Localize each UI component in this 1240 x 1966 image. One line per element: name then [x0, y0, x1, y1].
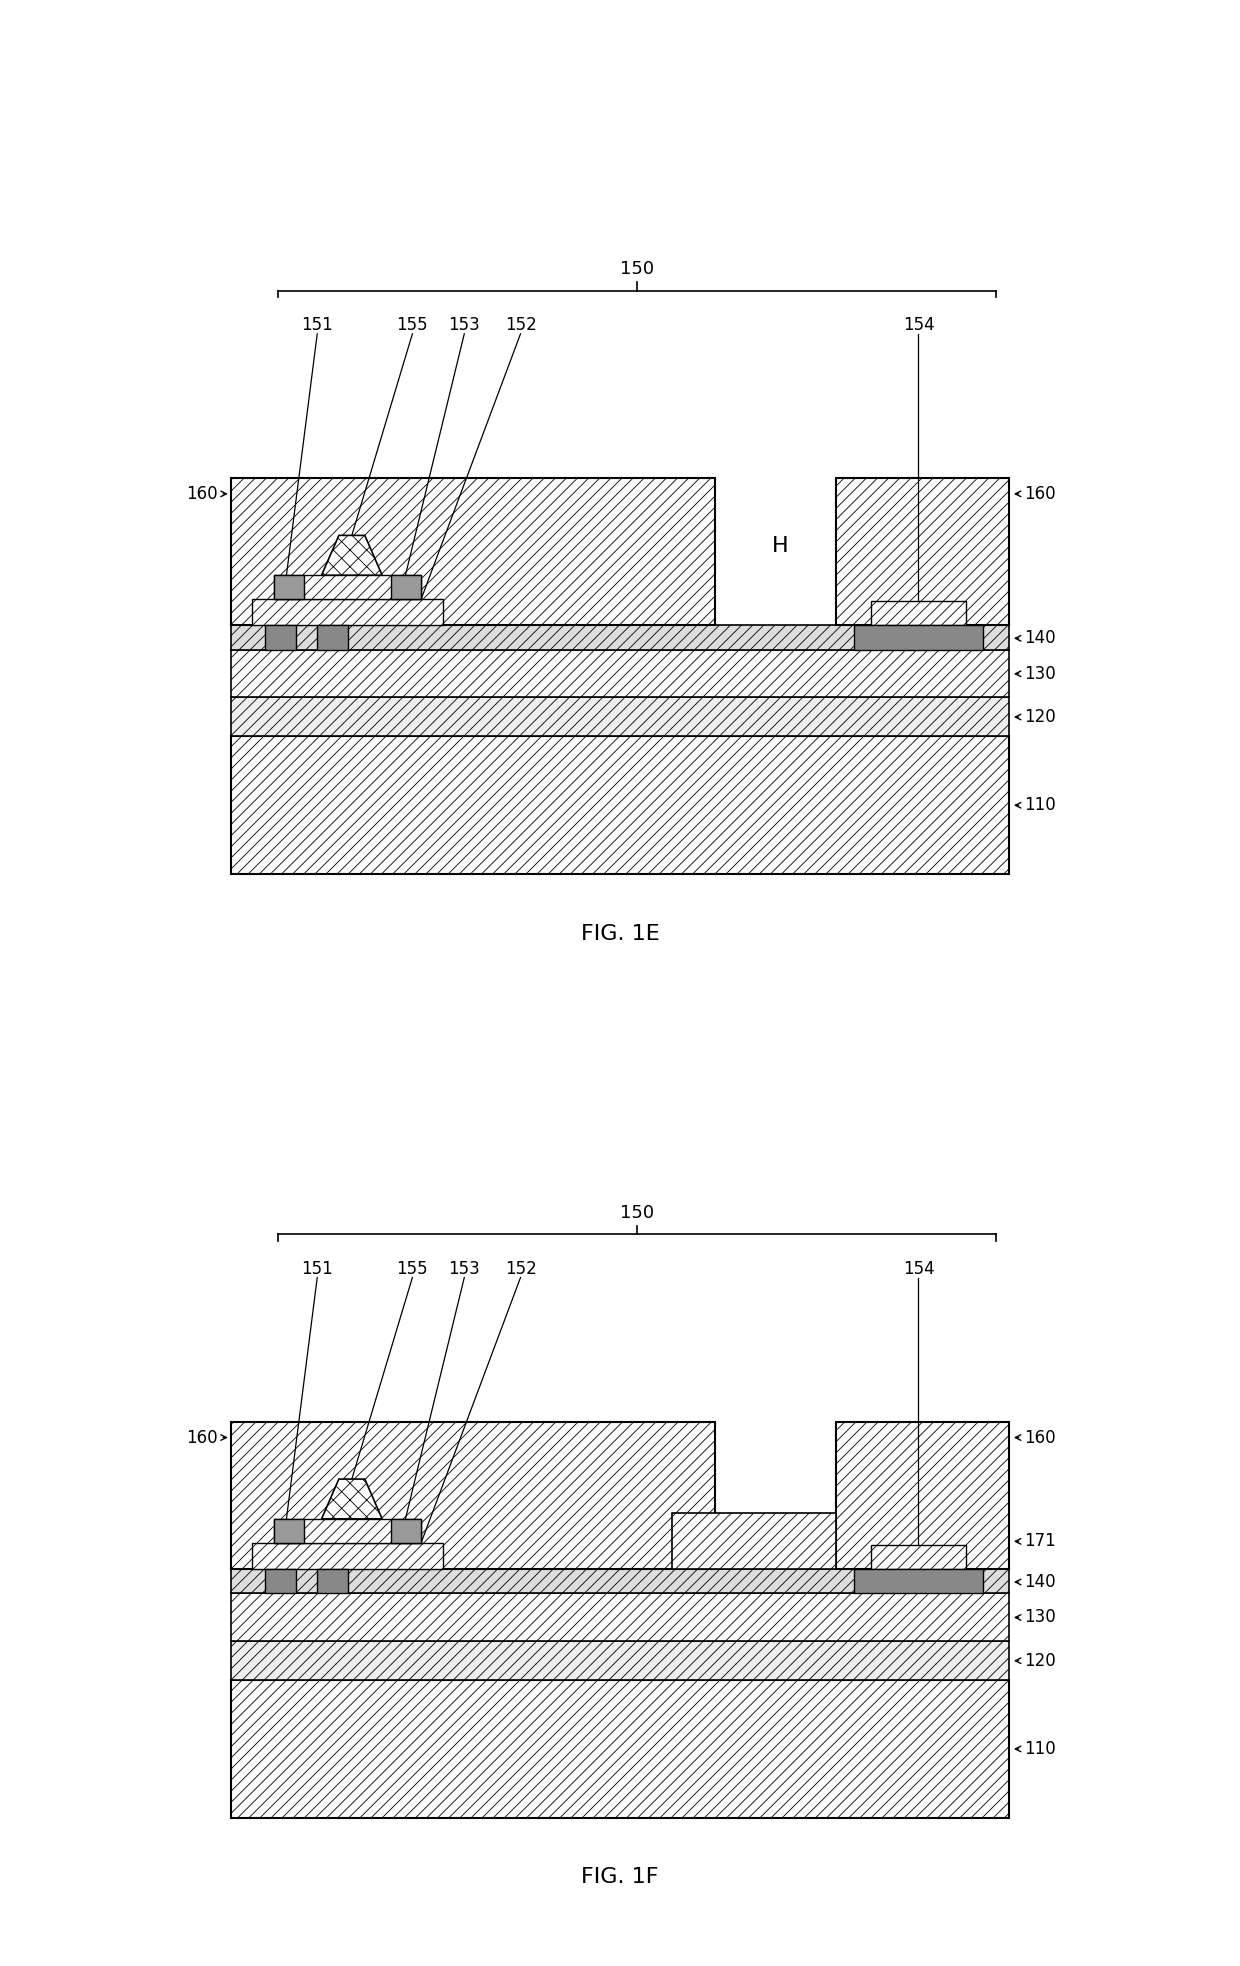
Text: 110: 110: [1024, 796, 1055, 814]
Text: 110: 110: [1024, 1740, 1055, 1758]
Text: 154: 154: [903, 1260, 934, 1278]
Bar: [274, 1520, 422, 1543]
Polygon shape: [321, 1478, 382, 1520]
Bar: [231, 1569, 1009, 1592]
Bar: [274, 576, 422, 600]
Bar: [836, 478, 1009, 625]
Text: 130: 130: [1024, 1608, 1055, 1626]
Text: 155: 155: [397, 1260, 428, 1278]
Bar: [870, 602, 966, 625]
Bar: [274, 1520, 304, 1543]
Bar: [317, 625, 347, 649]
Bar: [231, 1679, 1009, 1819]
Text: 154: 154: [903, 317, 934, 334]
Bar: [391, 576, 422, 600]
Text: 130: 130: [1024, 665, 1055, 682]
Bar: [231, 735, 1009, 875]
Bar: [274, 576, 304, 600]
Bar: [672, 1512, 836, 1569]
Text: 160: 160: [1024, 1429, 1055, 1447]
Text: 152: 152: [505, 317, 537, 334]
Text: 153: 153: [449, 1260, 480, 1278]
Bar: [836, 1421, 1009, 1569]
Bar: [231, 698, 1009, 735]
Text: 160: 160: [1024, 486, 1055, 503]
Bar: [231, 1421, 715, 1569]
Text: FIG. 1E: FIG. 1E: [580, 924, 660, 944]
Bar: [265, 1569, 295, 1592]
Text: 150: 150: [620, 1203, 655, 1223]
Text: 151: 151: [301, 317, 334, 334]
Text: 171: 171: [1024, 1532, 1055, 1551]
Bar: [391, 1520, 422, 1543]
Bar: [317, 1569, 347, 1592]
Bar: [253, 600, 443, 625]
Bar: [265, 625, 295, 649]
Text: H: H: [771, 537, 789, 556]
Bar: [853, 625, 983, 649]
Text: 140: 140: [1024, 629, 1055, 647]
Text: 150: 150: [620, 260, 655, 279]
Text: 153: 153: [449, 317, 480, 334]
Text: 155: 155: [397, 317, 428, 334]
Bar: [853, 1569, 983, 1592]
Bar: [231, 1642, 1009, 1679]
Text: 160: 160: [186, 486, 218, 503]
Polygon shape: [321, 535, 382, 576]
Text: 120: 120: [1024, 708, 1055, 725]
Text: 151: 151: [301, 1260, 334, 1278]
Text: 120: 120: [1024, 1651, 1055, 1669]
Bar: [231, 1592, 1009, 1642]
Bar: [253, 1543, 443, 1569]
Bar: [231, 649, 1009, 698]
Text: FIG. 1F: FIG. 1F: [582, 1868, 658, 1887]
Text: 152: 152: [505, 1260, 537, 1278]
Bar: [231, 625, 1009, 649]
Bar: [231, 478, 715, 625]
Text: 160: 160: [186, 1429, 218, 1447]
Bar: [870, 1545, 966, 1569]
Text: 140: 140: [1024, 1573, 1055, 1590]
